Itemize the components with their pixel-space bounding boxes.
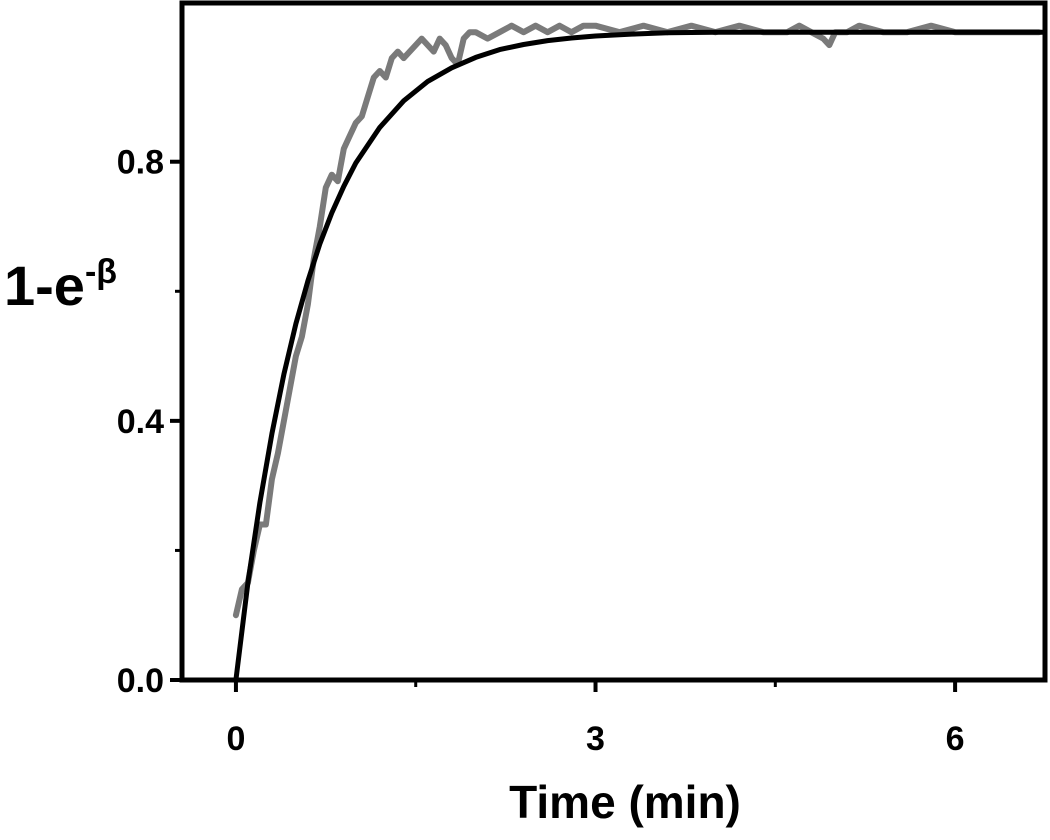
series-layer xyxy=(232,22,1048,683)
y-axis-title-main: 1-e xyxy=(4,254,85,317)
plot-frame xyxy=(179,0,1048,683)
fit-curve-line xyxy=(233,29,1048,683)
y-axis-ticks: 0.0 0.4 0.8 xyxy=(117,144,182,700)
x-axis-title: Time (min) xyxy=(509,776,741,828)
y-axis-title-superscript: -β xyxy=(85,253,117,291)
y-tick-label: 0.0 xyxy=(117,662,164,700)
x-tick-label: 0 xyxy=(226,720,245,758)
y-tick-label: 0.4 xyxy=(117,403,164,441)
data-trace-line xyxy=(232,22,1042,619)
x-tick-label: 6 xyxy=(946,720,965,758)
x-axis-ticks: 0 3 6 xyxy=(226,680,965,758)
x-tick-label: 3 xyxy=(586,720,605,758)
y-tick-label: 0.8 xyxy=(117,144,164,182)
y-axis-title: 1-e-β xyxy=(4,253,117,317)
